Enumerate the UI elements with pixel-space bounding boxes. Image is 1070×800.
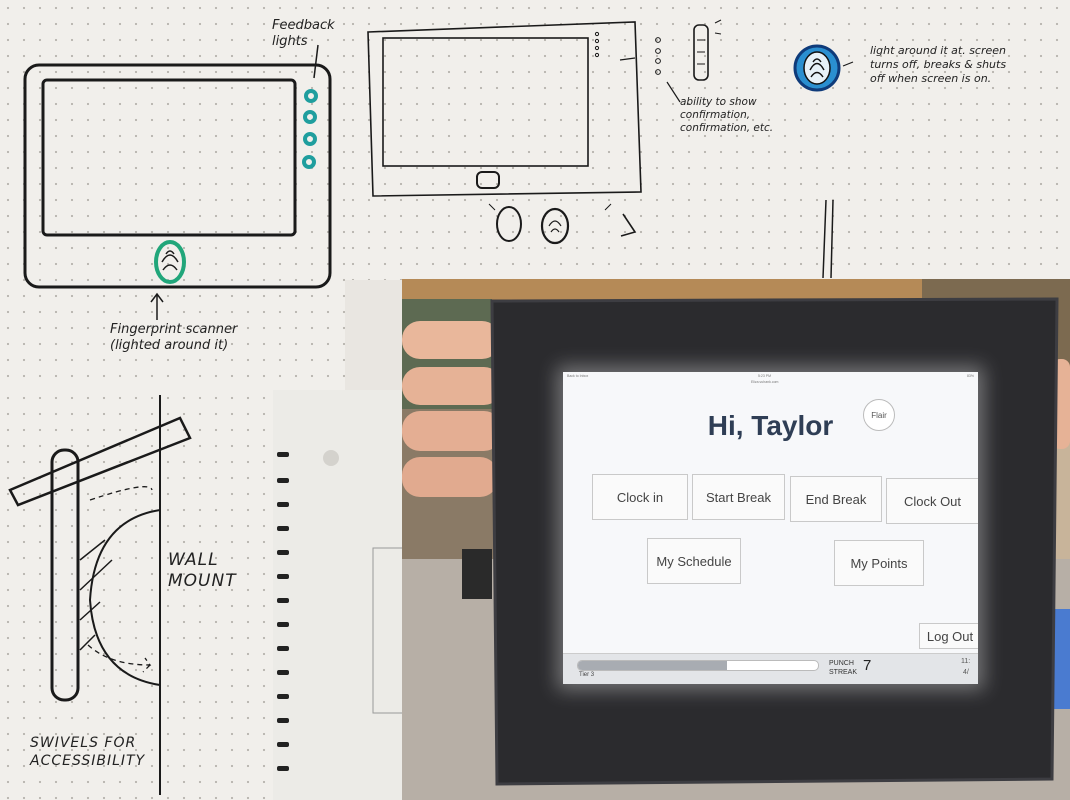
feedback-light-2 (303, 110, 317, 124)
streak-label: STREAK (829, 669, 858, 676)
punch-label: PUNCH (829, 660, 854, 667)
sketch-top-left: Feedback lights Fingerprint scanner (lig… (0, 0, 345, 390)
status-time: 5:23 PM (758, 374, 772, 378)
battery-indicator: 83% (966, 374, 974, 378)
swivels-note: SWIVELS FOR ACCESSIBILITY (30, 735, 146, 769)
status-feedback-note: ability to show confirmation, confirmati… (680, 96, 774, 135)
tier-progress-bar (577, 660, 819, 671)
url-bar[interactable]: Eliza.vuhank.com (751, 380, 779, 384)
tier-progress-fill (578, 661, 727, 670)
clock-in-button[interactable]: Clock in (592, 474, 688, 520)
tablet-screen: Back to Inbox 5:23 PM Eliza.vuhank.com 8… (563, 372, 978, 684)
footer-bar: Tier 3 PUNCH STREAK 7 11: 4/ (563, 653, 978, 684)
tablet-sketch-side (367, 19, 854, 279)
my-points-button[interactable]: My Points (834, 540, 924, 586)
footer-date: 4/ (963, 669, 969, 676)
feedback-light-3 (303, 132, 317, 146)
sketch-bottom-left: WALL MOUNT SWIVELS FOR ACCESSIBILITY (0, 390, 273, 800)
fingerprint-scanner-icon (154, 240, 186, 284)
streak-value: 7 (863, 657, 872, 674)
light-behavior-note: light around it at. screen turns off, br… (870, 44, 1007, 85)
greeting-heading: Hi, Taylor (707, 410, 834, 441)
wall-mount-sketch (8, 395, 192, 795)
back-to-inbox-link[interactable]: Back to Inbox (567, 374, 589, 378)
my-schedule-button[interactable]: My Schedule (647, 538, 741, 584)
tier-label: Tier 3 (579, 672, 595, 678)
end-break-button[interactable]: End Break (790, 476, 882, 522)
wall-mount-note: WALL MOUNT (168, 550, 237, 592)
log-out-button[interactable]: Log Out (919, 623, 978, 649)
feedback-lights-note: Feedback lights (272, 18, 335, 50)
feedback-light-1 (304, 89, 318, 103)
tablet-sketch-front (23, 44, 332, 320)
notebook-binding (273, 390, 403, 800)
clock-out-button[interactable]: Clock Out (886, 478, 978, 524)
sketch-top-right: ability to show confirmation, confirmati… (345, 0, 1070, 280)
footer-time: 11: (961, 658, 971, 665)
start-break-button[interactable]: Start Break (692, 474, 785, 520)
feedback-light-4 (302, 155, 316, 169)
flair-button[interactable]: Flair (863, 399, 895, 431)
fingerprint-scanner-note: Fingerprint scanner (lighted around it) (110, 322, 238, 354)
